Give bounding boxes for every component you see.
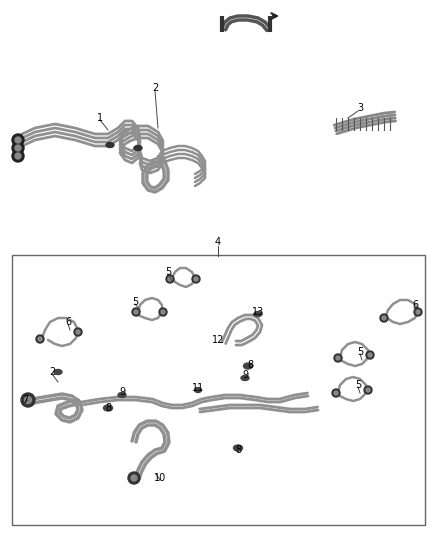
Circle shape — [132, 308, 140, 316]
Circle shape — [166, 275, 174, 283]
Circle shape — [382, 316, 386, 320]
Circle shape — [366, 351, 374, 359]
Circle shape — [336, 356, 340, 360]
Circle shape — [21, 393, 35, 407]
Circle shape — [131, 475, 137, 481]
Text: 6: 6 — [65, 317, 71, 327]
Ellipse shape — [118, 392, 126, 398]
Ellipse shape — [241, 376, 249, 381]
Circle shape — [15, 145, 21, 151]
Text: 5: 5 — [355, 380, 361, 390]
Text: 9: 9 — [119, 387, 125, 397]
Text: 6: 6 — [412, 300, 418, 310]
Circle shape — [74, 328, 82, 336]
Circle shape — [334, 354, 342, 362]
Text: 8: 8 — [105, 403, 111, 413]
Text: 1: 1 — [97, 113, 103, 123]
Circle shape — [364, 386, 372, 394]
Circle shape — [128, 472, 140, 484]
Text: 2: 2 — [152, 83, 158, 93]
Circle shape — [380, 314, 388, 322]
Circle shape — [414, 308, 422, 316]
Ellipse shape — [103, 405, 113, 411]
Circle shape — [334, 391, 338, 395]
Circle shape — [159, 308, 167, 316]
Circle shape — [368, 353, 372, 357]
Text: 5: 5 — [165, 267, 171, 277]
Circle shape — [15, 153, 21, 159]
Text: 8: 8 — [235, 445, 241, 455]
Text: 10: 10 — [154, 473, 166, 483]
Circle shape — [134, 310, 138, 314]
Ellipse shape — [54, 369, 62, 375]
Circle shape — [161, 310, 165, 314]
Text: 9: 9 — [242, 370, 248, 380]
Ellipse shape — [233, 445, 243, 451]
Text: 12: 12 — [212, 335, 224, 345]
Text: 11: 11 — [192, 383, 204, 393]
Circle shape — [12, 134, 24, 146]
Ellipse shape — [244, 363, 252, 369]
Ellipse shape — [134, 146, 142, 150]
Circle shape — [25, 397, 32, 403]
Text: 7: 7 — [22, 395, 28, 405]
Text: 5: 5 — [132, 297, 138, 307]
Circle shape — [76, 330, 80, 334]
Circle shape — [12, 150, 24, 162]
Circle shape — [366, 388, 370, 392]
Ellipse shape — [194, 387, 201, 392]
Ellipse shape — [106, 142, 114, 148]
Text: 2: 2 — [49, 367, 55, 377]
Text: 5: 5 — [357, 347, 363, 357]
Bar — [12, 255, 425, 525]
Circle shape — [192, 275, 200, 283]
Text: 4: 4 — [215, 237, 221, 247]
Circle shape — [168, 277, 172, 281]
Text: 13: 13 — [252, 307, 264, 317]
Circle shape — [38, 337, 42, 341]
Circle shape — [15, 137, 21, 143]
Circle shape — [36, 335, 44, 343]
Text: 3: 3 — [357, 103, 363, 113]
Circle shape — [194, 277, 198, 281]
Circle shape — [416, 310, 420, 314]
Text: 8: 8 — [247, 360, 253, 370]
Circle shape — [12, 142, 24, 154]
Circle shape — [332, 389, 340, 397]
Ellipse shape — [254, 311, 262, 317]
